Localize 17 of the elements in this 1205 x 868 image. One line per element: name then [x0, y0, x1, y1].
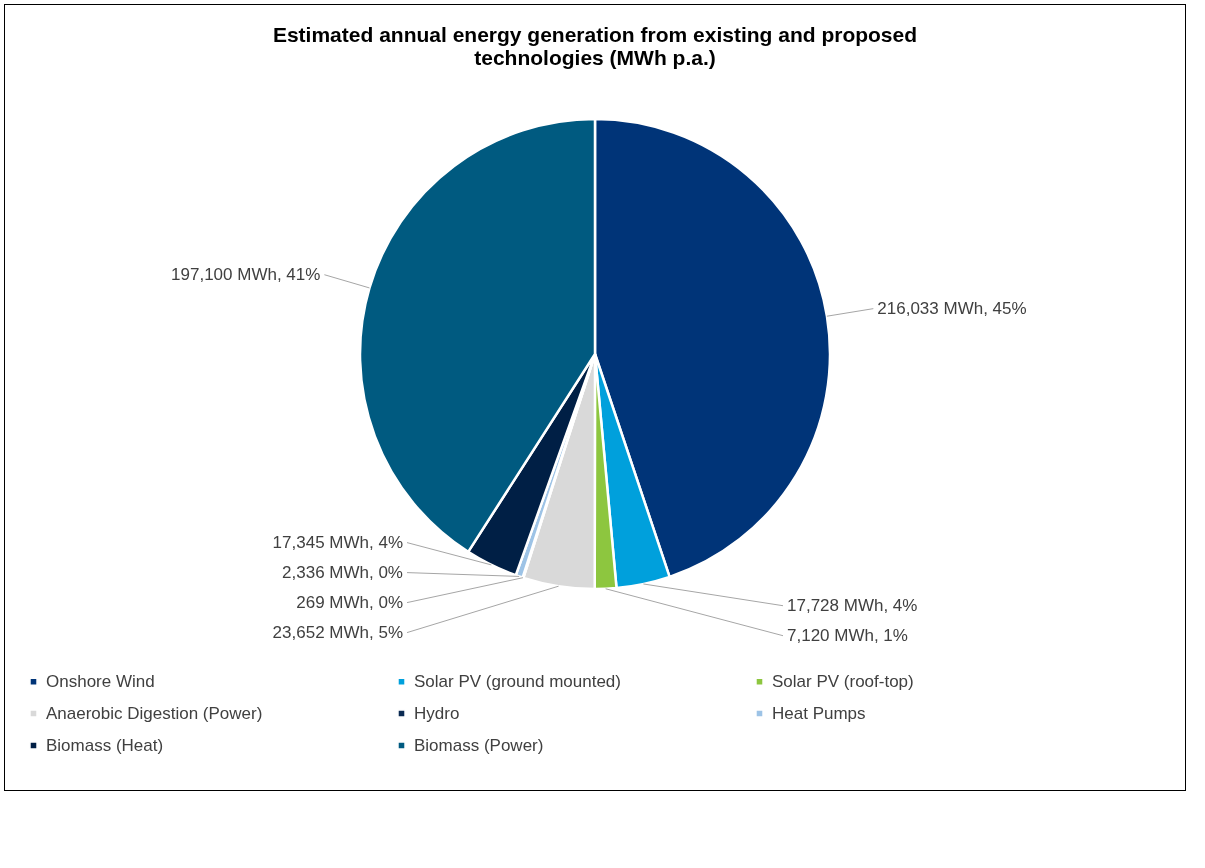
data-label: 17,728 MWh, 4% [787, 595, 918, 615]
data-label: 269 MWh, 0% [296, 592, 403, 612]
legend-label: Solar PV (roof-top) [772, 671, 914, 691]
data-label: 2,336 MWh, 0% [282, 562, 403, 582]
legend-label: Biomass (Heat) [46, 735, 164, 755]
legend-label: Heat Pumps [772, 703, 866, 723]
legend-label: Onshore Wind [46, 671, 155, 691]
legend-label: Hydro [414, 703, 460, 723]
legend-label: Anaerobic Digestion (Power) [46, 703, 263, 723]
data-label: 197,100 MWh, 41% [171, 264, 321, 284]
data-label: 7,120 MWh, 1% [787, 625, 908, 645]
data-label: 216,033 MWh, 45% [877, 298, 1027, 318]
data-label: 23,652 MWh, 5% [272, 622, 403, 642]
legend-label: Biomass (Power) [414, 735, 544, 755]
chart-title: Estimated annual energy generation from existing and proposed technologies (MWh p.a.) [272, 23, 918, 69]
legend-label: Solar PV (ground mounted) [414, 671, 621, 691]
data-label: 17,345 MWh, 4% [272, 532, 403, 552]
